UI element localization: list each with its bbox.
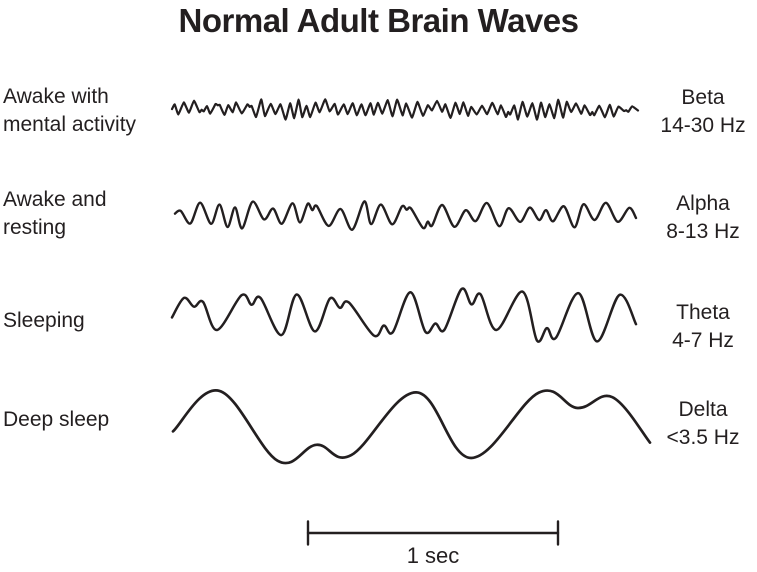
state-label-line: Awake with [3, 85, 109, 108]
band-name: Theta [676, 301, 730, 324]
band-label-delta: Delta <3.5 Hz [652, 396, 754, 452]
band-label-theta: Theta 4-7 Hz [652, 299, 754, 355]
page-title: Normal Adult Brain Waves [178, 2, 579, 39]
state-label-deep-sleep: Deep sleep [3, 406, 109, 434]
state-label-awake-mental: Awake with mental activity [3, 83, 136, 139]
band-frequency: <3.5 Hz [666, 426, 740, 449]
state-label-line: resting [3, 216, 67, 239]
band-name: Beta [681, 86, 725, 109]
state-label-line: Deep sleep [3, 408, 110, 431]
band-label-alpha: Alpha 8-13 Hz [652, 190, 754, 246]
band-name: Delta [678, 398, 728, 421]
scale-bar-label: 1 sec [406, 543, 460, 568]
beta-wave-trace [170, 98, 640, 121]
band-label-beta: Beta 14-30 Hz [652, 84, 754, 140]
delta-wave-trace [171, 389, 652, 465]
band-frequency: 4-7 Hz [672, 329, 734, 352]
state-label-line: mental activity [3, 113, 137, 136]
alpha-wave-trace [173, 200, 638, 231]
state-label-line: Sleeping [3, 309, 85, 332]
theta-wave-trace [170, 287, 638, 343]
time-scale-bar [306, 520, 560, 546]
band-frequency: 14-30 Hz [660, 114, 746, 137]
state-label-line: Awake and [3, 188, 107, 211]
band-name: Alpha [676, 192, 730, 215]
state-label-sleeping: Sleeping [3, 307, 85, 335]
state-label-awake-resting: Awake and resting [3, 186, 107, 242]
band-frequency: 8-13 Hz [666, 220, 740, 243]
